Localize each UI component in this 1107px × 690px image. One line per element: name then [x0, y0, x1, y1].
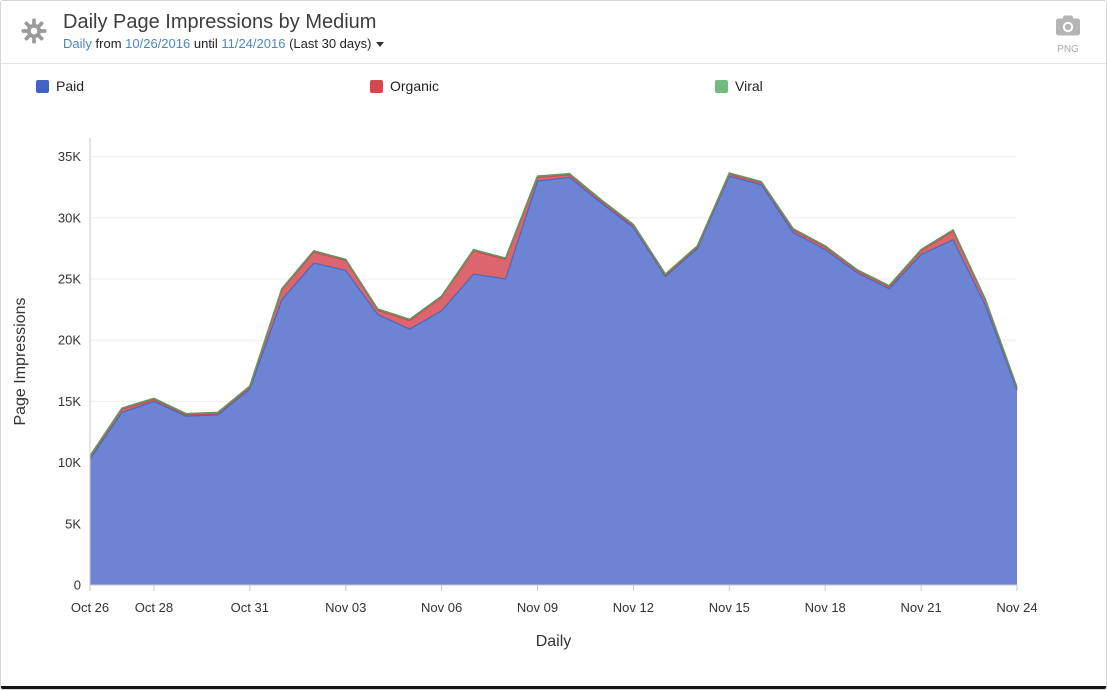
legend-item-viral[interactable]: Viral	[715, 78, 763, 94]
end-date-link[interactable]: 11/24/2016	[221, 36, 286, 51]
y-tick-label: 25K	[58, 272, 81, 287]
y-tick-label: 30K	[58, 210, 81, 225]
x-tick-label: Nov 12	[613, 600, 654, 615]
export-png-button[interactable]: PNG	[1046, 14, 1090, 55]
legend-label-paid: Paid	[56, 78, 85, 94]
line-paid	[89, 175, 1018, 460]
widget-titles: Daily Page Impressions by Medium Daily f…	[63, 9, 385, 51]
x-tick-label: Nov 06	[421, 600, 462, 615]
x-tick-label: Oct 31	[231, 600, 269, 615]
x-tick-label: Nov 15	[709, 600, 750, 615]
y-axis-title: Page Impressions	[12, 297, 29, 425]
legend-swatch-paid	[36, 79, 49, 93]
legend-label-organic: Organic	[390, 78, 440, 94]
x-tick-label: Nov 18	[805, 600, 846, 615]
y-tick-label: 10K	[58, 455, 81, 470]
legend-item-organic[interactable]: Organic	[370, 78, 439, 94]
date-range-selector[interactable]: Daily from 10/26/2016 until 11/24/2016 (…	[63, 36, 385, 51]
page-title: Daily Page Impressions by Medium	[63, 11, 377, 33]
camera-icon	[1054, 15, 1082, 42]
bottom-edge	[1, 686, 1106, 689]
legend-label-viral: Viral	[735, 78, 763, 94]
until-text: until	[193, 36, 218, 51]
x-tick-label: Oct 28	[135, 600, 173, 615]
settings-gear-icon[interactable]	[21, 18, 47, 44]
y-tick-label: 15K	[58, 394, 81, 409]
line-viral	[89, 172, 1018, 457]
area-paid	[90, 176, 1017, 585]
start-date-link[interactable]: 10/26/2016	[125, 36, 191, 51]
legend-swatch-organic	[370, 79, 383, 93]
x-axis-title: Daily	[536, 633, 572, 650]
chart-legend: Paid Organic Viral	[1, 65, 1106, 105]
range-label-text: (Last 30 days)	[289, 36, 372, 51]
interval-link[interactable]: Daily	[63, 36, 92, 51]
export-png-label: PNG	[1057, 44, 1079, 55]
x-tick-label: Oct 26	[71, 600, 109, 615]
y-tick-label: 0	[74, 578, 81, 593]
from-text: from	[95, 36, 122, 51]
x-tick-label: Nov 03	[325, 600, 366, 615]
x-tick-label: Nov 09	[517, 600, 558, 615]
legend-swatch-viral	[715, 79, 728, 93]
y-tick-label: 5K	[65, 516, 81, 531]
chart-area: 0 5K 10K 15K 20K 25K 30K 35K Oct 26 Oct 28 Oct 31 N…	[1, 106, 1106, 686]
line-organic	[89, 173, 1018, 458]
widget-header: Daily Page Impressions by Medium Daily f…	[1, 1, 1106, 64]
legend-item-paid[interactable]: Paid	[36, 78, 84, 94]
x-tick-label: Nov 21	[901, 600, 942, 615]
y-tick-label: 35K	[58, 149, 81, 164]
x-tick-label: Nov 24	[996, 600, 1037, 615]
stacked-area-chart: 0 5K 10K 15K 20K 25K 30K 35K Oct 26 Oct 28 Oct 31 N…	[12, 138, 1038, 650]
y-tick-label: 20K	[58, 333, 81, 348]
dropdown-caret-icon[interactable]	[376, 42, 385, 48]
